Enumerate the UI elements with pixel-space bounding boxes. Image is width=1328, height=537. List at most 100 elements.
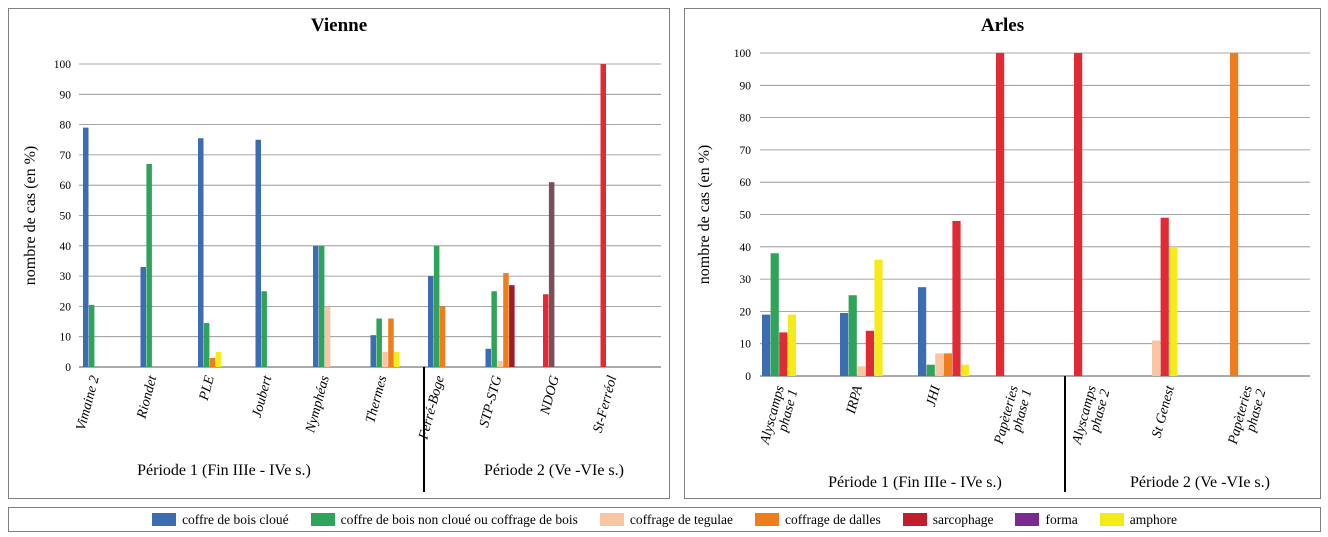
- arles-ytick-label: 30: [740, 274, 752, 286]
- vienne-bar-ple-amphore: [215, 351, 222, 367]
- vienne-chart: 0 10 20 30 40 50 60 70 80 90 100 nombre de cas (en …: [22, 59, 661, 492]
- vienne-bar-ple-coffre_cloue: [198, 138, 204, 367]
- arles-bar-irpa-amphore: [874, 259, 883, 376]
- arles-bar-papeteries-phase-2-dalles: [1230, 53, 1239, 376]
- arles-category-label-papeteries-phase-1: Papèteriesphase 1: [992, 384, 1036, 451]
- vienne-category-label-ndog: NDOG: [538, 374, 563, 417]
- arles-ytick-label: 0: [745, 371, 751, 383]
- arles-category-label-papeteries-phase-2: Papèteriesphase 2: [1226, 384, 1270, 451]
- arles-bar-alyscamps-phase-2-sarcophage: [1074, 53, 1083, 376]
- vienne-bar-joubert-coffre_cloue: [255, 139, 261, 367]
- legend-item-sarcophage: sarcophage: [902, 511, 994, 528]
- arles-bar-alyscamps-phase-1-coffre_non_cloue: [770, 253, 779, 376]
- arles-bar-jhi-dalles: [943, 353, 952, 376]
- vienne-bar-thermes-coffre_cloue: [370, 335, 376, 367]
- vienne-ytick-label: 100: [54, 59, 72, 71]
- vienne-category-label-vimaine-2: Vimaine 2: [74, 374, 103, 432]
- legend-swatch: [599, 513, 624, 526]
- arles-category-label-jhi: JHI: [924, 383, 944, 408]
- vienne-bar-nympheas-tegulae: [324, 306, 331, 367]
- arles-ytick-label: 60: [740, 177, 752, 189]
- legend-label: coffrage de tegulae: [629, 511, 734, 527]
- vienne-bar-st-ferreol-sarcophage: [600, 64, 606, 367]
- vienne-ytick-label: 40: [60, 241, 72, 253]
- arles-period-label-1: Période 1 (Fin IIIe - IVe s.): [828, 474, 1002, 491]
- vienne-chart-panel: Vienne 0 10 20 30 40 50 60 70 80 90 100 nombre de c…: [8, 8, 670, 499]
- legend-swatch: [1099, 513, 1124, 526]
- arles-category-label-irpa: IRPA: [844, 384, 866, 417]
- vienne-bar-ferre-boge-coffre_cloue: [428, 276, 434, 367]
- arles-y-axis-label: nombre de cas (en %): [696, 145, 713, 285]
- vienne-category-label-nympheas: Nymphéas: [303, 374, 333, 436]
- vienne-bar-stp-stg-sarcophage_dark: [509, 285, 515, 367]
- vienne-category-label-ferre-boge: Ferré-Boge: [416, 374, 448, 442]
- arles-ytick-label: 80: [740, 113, 752, 125]
- vienne-category-label-st-ferreol: St-Ferréol: [591, 374, 621, 434]
- legend-swatch: [152, 513, 177, 526]
- vienne-ytick-label: 30: [60, 271, 72, 283]
- arles-ytick-label: 10: [740, 339, 752, 351]
- legend-swatch: [902, 513, 927, 526]
- arles-bar-irpa-sarcophage: [865, 330, 874, 376]
- chart-legend: coffre de bois cloué coffre de bois non c…: [8, 507, 1321, 532]
- vienne-bar-riondet-coffre_cloue: [140, 267, 146, 367]
- arles-category-label-alyscamps-phase-1: Alyscampsphase 1: [758, 384, 802, 451]
- vienne-ytick-label: 70: [60, 150, 72, 162]
- vienne-category-label-joubert: Joubert: [250, 373, 276, 419]
- legend-item-amphore: amphore: [1099, 511, 1177, 528]
- vienne-bar-riondet-coffre_non_cloue: [146, 163, 152, 367]
- legend-item-coffrage-de-dalles: coffrage de dalles: [755, 512, 881, 528]
- arles-chart-title: Arles: [980, 15, 1025, 36]
- legend-item-coffre-de-bois-non-cloue-ou-coffrage-de-bois: coffre de bois non cloué ou coffrage de …: [310, 511, 578, 528]
- arles-chart-panel: Arles 0 10 20 30 40 50 60 70 80 90 100 nombre de ca…: [684, 8, 1321, 499]
- vienne-ytick-label: 90: [60, 89, 72, 101]
- vienne-bar-nympheas-coffre_non_cloue: [318, 245, 325, 367]
- legend-label: amphore: [1129, 511, 1177, 527]
- vienne-ytick-label: 0: [65, 362, 71, 374]
- arles-bar-jhi-sarcophage: [952, 220, 961, 376]
- vienne-period-label-2: Période 2 (Ve -VIe s.): [484, 462, 624, 479]
- arles-ytick-label: 20: [740, 306, 752, 318]
- arles-ytick-label: 70: [740, 145, 752, 157]
- legend-label: sarcophage: [932, 511, 994, 527]
- legend-item-coffre-de-bois-cloue: coffre de bois cloué: [152, 512, 289, 528]
- vienne-bar-ferre-boge-dalles: [439, 306, 446, 367]
- arles-bar-papeteries-phase-1-sarcophage: [996, 53, 1005, 376]
- vienne-bar-thermes-tegulae: [382, 351, 388, 367]
- arles-bar-jhi-tegulae: [935, 353, 944, 376]
- arles-ytick-label: 100: [734, 48, 752, 60]
- arles-bar-st-genest-amphore: [1169, 246, 1178, 376]
- arles-bar-jhi-amphore: [961, 364, 970, 376]
- vienne-bar-stp-stg-dalles: [503, 273, 509, 367]
- vienne-category-label-thermes: Thermes: [363, 374, 390, 425]
- legend-swatch: [755, 513, 780, 526]
- arles-bar-st-genest-tegulae: [1152, 340, 1161, 376]
- arles-bar-alyscamps-phase-1-amphore: [787, 314, 796, 376]
- arles-ytick-label: 40: [740, 242, 752, 254]
- legend-item-forma: forma: [1015, 512, 1078, 528]
- vienne-ytick-label: 10: [60, 332, 72, 344]
- vienne-bar-thermes-amphore: [394, 351, 400, 367]
- vienne-bar-joubert-coffre_non_cloue: [261, 291, 267, 367]
- arles-ytick-label: 90: [740, 80, 752, 92]
- vienne-bar-nympheas-coffre_cloue: [313, 245, 319, 367]
- arles-bar-jhi-coffre_cloue: [918, 287, 927, 376]
- legend-label: coffrage de dalles: [785, 511, 881, 527]
- vienne-bar-ple-dalles: [209, 357, 216, 367]
- arles-bar-irpa-coffre_cloue: [840, 313, 849, 376]
- vienne-bar-ndog-sarcophage: [543, 294, 549, 367]
- vienne-y-axis-label: nombre de cas (en %): [22, 146, 39, 286]
- arles-bar-st-genest-sarcophage: [1160, 217, 1169, 376]
- legend-swatch: [310, 513, 335, 526]
- legend-item-coffrage-de-tegulae: coffrage de tegulae: [599, 511, 734, 528]
- arles-bar-irpa-tegulae: [857, 366, 866, 376]
- legend-swatch: [1015, 513, 1040, 526]
- arles-period-label-2: Période 2 (Ve -VIe s.): [1130, 474, 1270, 491]
- arles-bar-alyscamps-phase-1-coffre_cloue: [762, 314, 771, 376]
- vienne-ytick-label: 60: [60, 180, 72, 192]
- vienne-bar-ndog-ndog_mauve: [548, 182, 555, 367]
- vienne-category-label-ple: PLE: [197, 374, 218, 403]
- arles-bar-irpa-coffre_non_cloue: [848, 295, 857, 376]
- legend-label: coffre de bois non cloué ou coffrage de …: [340, 511, 578, 527]
- vienne-bar-stp-stg-coffre_non_cloue: [491, 291, 497, 367]
